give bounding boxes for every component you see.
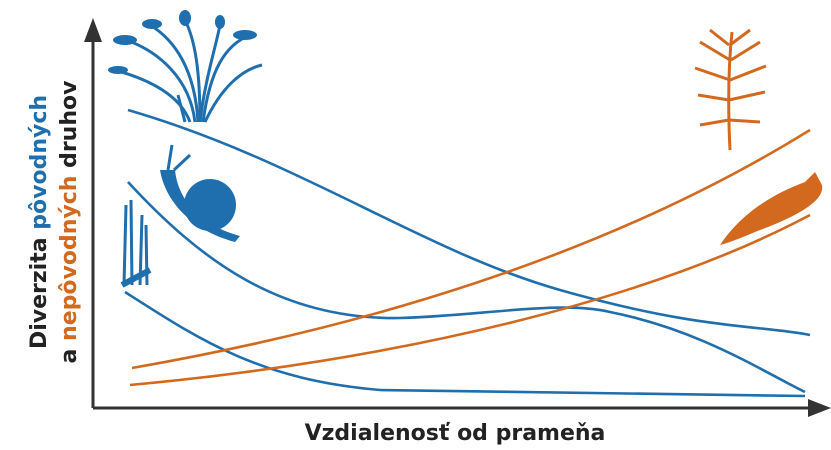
y-label-line2: a nepôvodných druhov bbox=[57, 80, 82, 364]
moss-icon bbox=[120, 199, 152, 288]
y-label-part: Diverzita bbox=[27, 230, 52, 349]
snail-icon bbox=[160, 144, 240, 242]
x-label: Vzdialenosť od prameňa bbox=[305, 421, 606, 446]
slug-icon bbox=[720, 172, 823, 245]
grass-icon bbox=[114, 19, 263, 123]
y-label-part: a bbox=[57, 341, 82, 364]
native-curve bbox=[127, 108, 811, 337]
native-curve bbox=[124, 290, 806, 398]
y-label-invasive: nepôvodných bbox=[57, 176, 82, 341]
reed-icon bbox=[694, 28, 767, 151]
grass-heads bbox=[108, 10, 257, 74]
invasive-curve bbox=[131, 128, 811, 370]
y-label-native: pôvodných bbox=[27, 95, 52, 230]
y-arrow bbox=[84, 18, 102, 42]
invasive-curve bbox=[129, 213, 811, 387]
y-label-line1: Diverzita pôvodných bbox=[27, 95, 52, 349]
x-arrow bbox=[808, 399, 831, 417]
y-label-part: druhov bbox=[57, 80, 82, 176]
native-curve bbox=[127, 181, 806, 394]
